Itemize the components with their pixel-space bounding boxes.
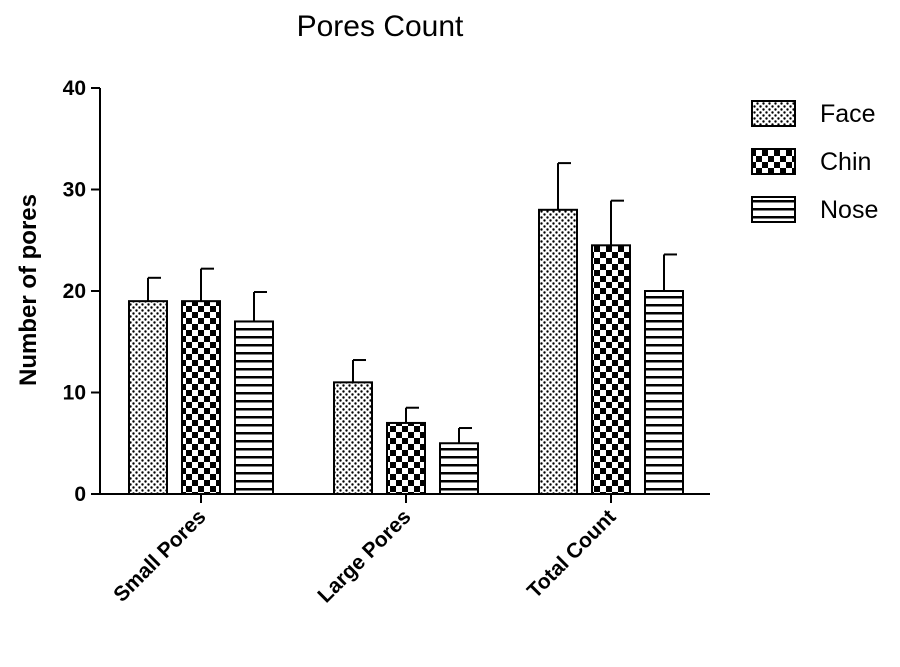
x-category-label: Large Pores bbox=[313, 505, 415, 607]
bar-chin-small-pores bbox=[181, 300, 221, 495]
bar-chin-large-pores bbox=[386, 421, 426, 496]
bar-face-large-pores bbox=[333, 381, 373, 496]
bar-face-small-pores bbox=[128, 300, 168, 495]
y-tick-label: 0 bbox=[74, 483, 86, 506]
bar-nose-large-pores bbox=[439, 442, 479, 495]
bar-chin-total-count bbox=[591, 244, 631, 495]
y-tick-label: 20 bbox=[63, 280, 86, 303]
legend-swatch-chin bbox=[751, 148, 796, 175]
chart-title: Pores Count bbox=[297, 10, 464, 43]
x-category-label: Total Count bbox=[523, 505, 621, 603]
bar-nose-total-count bbox=[644, 290, 684, 495]
bar-face-total-count bbox=[538, 208, 578, 496]
y-tick-label: 10 bbox=[63, 382, 86, 405]
y-tick-label: 30 bbox=[63, 179, 86, 202]
y-axis-label: Number of pores bbox=[15, 194, 42, 386]
bar-nose-small-pores bbox=[234, 320, 274, 496]
legend-label-face: Face bbox=[820, 100, 876, 128]
y-tick-label: 40 bbox=[63, 77, 86, 100]
legend-swatch-nose bbox=[751, 196, 796, 223]
legend-label-nose: Nose bbox=[820, 196, 878, 224]
x-category-label: Small Pores bbox=[109, 505, 210, 606]
legend-label-chin: Chin bbox=[820, 148, 871, 176]
legend-swatch-face bbox=[751, 100, 796, 127]
